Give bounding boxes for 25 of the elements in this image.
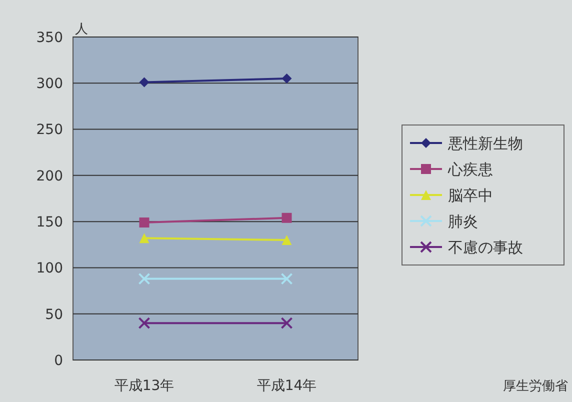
- point: [138, 317, 150, 330]
- y-tick-label: 300: [36, 76, 63, 92]
- y-axis-title: 人: [75, 22, 88, 37]
- legend-label: 悪性新生物: [447, 134, 523, 152]
- legend-label: 不慮の事故: [448, 238, 523, 256]
- y-tick-label: 0: [54, 352, 63, 369]
- point: [138, 272, 150, 285]
- point: [282, 74, 292, 84]
- y-tick-label: 50: [45, 306, 63, 323]
- y-tick-label: 250: [36, 122, 63, 138]
- point: [139, 77, 150, 88]
- text: 厚生労働省: [503, 379, 568, 394]
- y-tick-label: 200: [36, 168, 63, 184]
- x-tick-label: 平成14年: [256, 378, 317, 394]
- y-tick-label: 150: [36, 214, 63, 230]
- y-tick-label: 100: [36, 260, 63, 277]
- legend-label: 心疾患: [447, 160, 493, 178]
- legend-label: 肺炎: [448, 212, 478, 230]
- legend-label: 脳卒中: [448, 186, 493, 204]
- point: [282, 212, 292, 223]
- x-tick-label: 平成13年: [114, 378, 174, 394]
- point: [280, 317, 293, 330]
- y-tick-label: 350: [36, 30, 63, 46]
- point: [280, 272, 293, 285]
- point: [139, 217, 150, 228]
